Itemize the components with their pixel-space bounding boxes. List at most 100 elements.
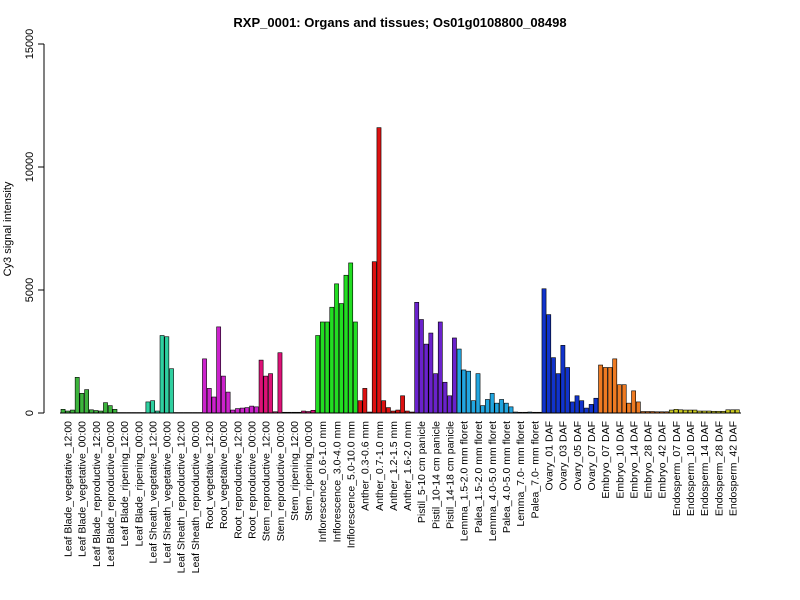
bar — [216, 326, 222, 414]
bar — [593, 397, 599, 414]
x-tick-label: Root_vegetative_12:00 — [204, 421, 216, 529]
bar — [145, 401, 151, 414]
x-tick-label: Lemma_7.0- mm floret — [515, 421, 527, 527]
x-tick-label: Leaf Blade_ripening_00:00 — [133, 421, 145, 547]
bar — [433, 373, 438, 414]
bar — [343, 274, 349, 414]
bar — [103, 402, 108, 414]
bar — [164, 336, 170, 414]
bar — [239, 407, 245, 414]
x-tick-label: Endosperm_10 DAF — [685, 421, 697, 516]
bar — [249, 405, 255, 414]
bar — [400, 395, 405, 414]
x-tick-label: Lemma_1.5-2.0 mm floret — [459, 421, 471, 541]
bar — [480, 405, 486, 414]
bar — [150, 400, 156, 414]
x-tick-label: Stem_reproductive_12:00 — [261, 421, 273, 541]
x-tick-label: Ovary_03 DAF — [558, 421, 570, 490]
x-tick-label: Leaf Blade_reproductive_00:00 — [105, 421, 117, 567]
bar — [503, 402, 509, 414]
x-tick-label: Leaf Blade_vegetative_12:00 — [63, 421, 75, 557]
bar — [84, 389, 90, 414]
x-tick-label: Endosperm_28 DAF — [713, 421, 725, 516]
bar — [74, 377, 80, 414]
bar — [376, 127, 382, 414]
bar — [428, 332, 434, 414]
bar — [560, 345, 566, 414]
x-tick-label: Embryo_28 DAF — [643, 421, 655, 499]
x-tick-label: Inflorescence_5.0-10.0 mm — [345, 421, 357, 548]
x-tick-label: Stem_reproductive_00:00 — [275, 421, 287, 541]
x-tick-label: Leaf Sheath_reproductive_00:00 — [190, 421, 202, 574]
x-tick-label: Endosperm_42 DAF — [727, 421, 739, 516]
bar — [225, 391, 231, 414]
bar — [315, 335, 321, 414]
bar — [447, 395, 453, 414]
x-tick-label: Root_reproductive_00:00 — [246, 421, 258, 539]
x-tick-label: Embryo_14 DAF — [628, 421, 640, 499]
bar — [437, 321, 443, 414]
bar — [353, 321, 358, 414]
bar — [466, 370, 471, 414]
bar — [268, 373, 273, 414]
bar — [169, 368, 174, 414]
x-tick-label: Root_vegetative_00:00 — [218, 421, 230, 529]
x-tick-label: Endosperm_14 DAF — [699, 421, 711, 516]
x-tick-label: Inflorescence_3.0-4.0 mm — [331, 421, 343, 543]
y-tick-label: 0 — [24, 410, 36, 416]
x-tick-label: Pistil_5-10 cm panicle — [416, 421, 428, 523]
bar — [60, 409, 66, 414]
bar — [112, 409, 118, 414]
x-tick-label: Ovary_05 DAF — [572, 421, 584, 490]
bar — [362, 388, 368, 414]
bar — [461, 369, 467, 414]
bar — [79, 393, 85, 414]
bar — [202, 358, 207, 414]
x-tick-label: Leaf Blade_ripening_12:00 — [119, 421, 131, 547]
x-tick-label: Endosperm_07 DAF — [671, 421, 683, 516]
chart-title: RXP_0001: Organs and tissues; Os01g01088… — [233, 15, 566, 30]
bar — [244, 407, 250, 414]
bar — [159, 335, 165, 414]
bar — [338, 303, 344, 414]
bar — [258, 359, 264, 414]
x-tick-label: Anther_0.7-1.0 mm — [374, 421, 386, 511]
x-tick-label: Embryo_07 DAF — [600, 421, 612, 499]
bar — [211, 396, 217, 414]
bar — [324, 321, 330, 414]
bar — [381, 400, 387, 414]
bar — [508, 406, 514, 414]
bar — [414, 301, 420, 414]
bars — [60, 127, 740, 414]
bar — [565, 367, 570, 414]
bar — [263, 375, 269, 414]
bar — [348, 262, 354, 414]
bar — [541, 288, 547, 414]
bar — [320, 321, 325, 414]
x-tick-label: Root_reproductive_12:00 — [232, 421, 244, 539]
bar — [206, 388, 212, 414]
bar — [612, 358, 618, 414]
y-axis: 0 5000 10000 15000 — [24, 29, 45, 416]
bar — [221, 375, 226, 414]
bar — [277, 352, 283, 414]
x-tick-label: Anther_1.2-1.5 mm — [388, 421, 400, 511]
bar — [621, 384, 627, 414]
bar — [569, 401, 575, 414]
x-tick-label: Ovary_07 DAF — [586, 421, 598, 490]
x-tick-label: Anther_1.6-2.0 mm — [402, 421, 414, 511]
bar — [235, 408, 240, 414]
bar — [357, 400, 363, 414]
x-tick-label: Stem_ripening_00:00 — [303, 421, 315, 521]
bar — [598, 364, 603, 414]
bar — [546, 314, 552, 414]
x-tick-label: Palea_7.0- mm floret — [529, 421, 541, 519]
bar — [635, 401, 641, 414]
bar — [555, 373, 561, 414]
bar — [107, 405, 113, 414]
bar — [602, 367, 608, 414]
bar — [442, 381, 448, 414]
bar — [475, 373, 481, 414]
x-tick-label: Embryo_10 DAF — [614, 421, 626, 499]
x-tick-label: Lemma_4.0-5.0 mm floret — [487, 421, 499, 541]
